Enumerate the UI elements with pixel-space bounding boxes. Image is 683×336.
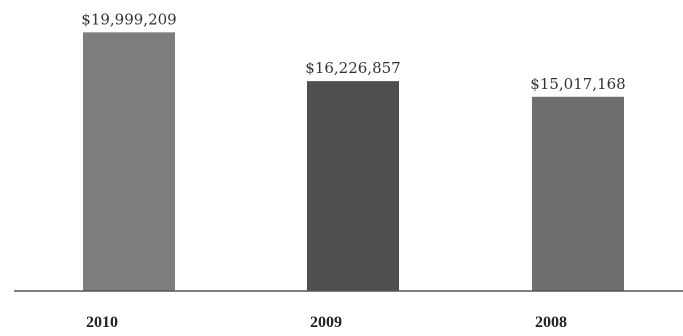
bars-group xyxy=(83,32,624,291)
bar-2010 xyxy=(83,32,175,291)
bar-2009 xyxy=(307,81,399,291)
value-label-2008: $15,017,168 xyxy=(530,75,625,93)
bar-2008 xyxy=(532,96,624,291)
value-label-2010: $19,999,209 xyxy=(81,10,176,28)
value-labels-group: $19,999,209 $16,226,857 $15,017,168 xyxy=(81,10,625,92)
category-label-2009: 2009 xyxy=(310,314,342,331)
category-label-2010: 2010 xyxy=(86,314,118,331)
category-label-2008: 2008 xyxy=(535,314,567,331)
value-label-2009: $16,226,857 xyxy=(305,59,400,77)
category-labels-group: 2010 2009 2008 xyxy=(86,314,567,331)
